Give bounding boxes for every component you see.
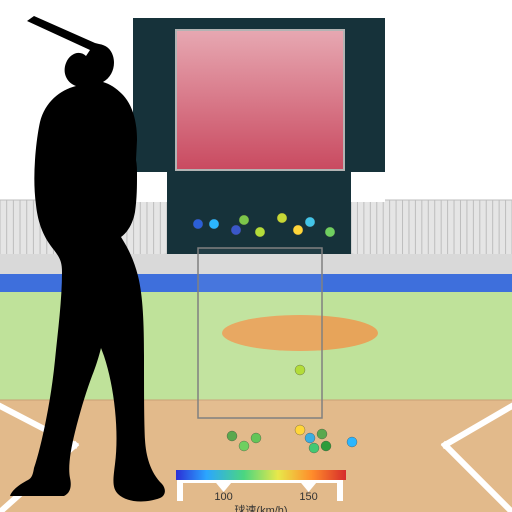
- pitch-point: [295, 425, 305, 435]
- pitch-point: [305, 217, 315, 227]
- pitch-point: [255, 227, 265, 237]
- pitch-point: [193, 219, 203, 229]
- pitch-point: [309, 443, 319, 453]
- pitch-point: [347, 437, 357, 447]
- pitch-point: [227, 431, 237, 441]
- colorbar-tick-label: 150: [299, 491, 317, 503]
- pitch-point: [239, 441, 249, 451]
- pitch-location-chart: 100 150 球速(km/h): [0, 0, 512, 512]
- scoreboard-screen: [176, 30, 344, 170]
- pitch-point: [305, 433, 315, 443]
- pitch-point: [239, 215, 249, 225]
- chart-svg: 100 150 球速(km/h): [0, 0, 512, 512]
- pitch-point: [251, 433, 261, 443]
- colorbar-tick-label: 100: [214, 491, 232, 503]
- colorbar-title: 球速(km/h): [234, 503, 287, 512]
- pitch-point: [277, 213, 287, 223]
- pitch-point: [293, 225, 303, 235]
- pitch-point: [231, 225, 241, 235]
- pitch-point: [317, 429, 327, 439]
- pitch-point: [209, 219, 219, 229]
- pitch-point: [295, 365, 305, 375]
- pitch-point: [325, 227, 335, 237]
- strike-zone: [198, 248, 322, 418]
- pitch-point: [321, 441, 331, 451]
- colorbar: [176, 470, 346, 480]
